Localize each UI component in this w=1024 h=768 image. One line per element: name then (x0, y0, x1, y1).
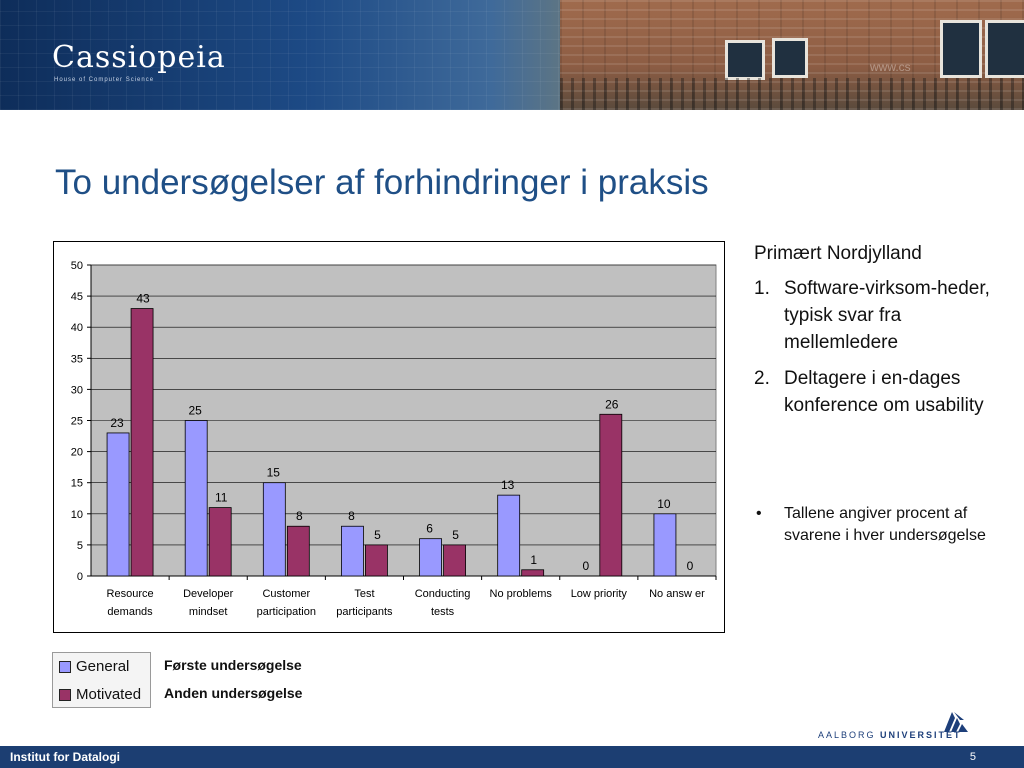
y-tick-label: 5 (77, 540, 83, 552)
bar-chart-svg: 051015202530354045502343Resourcedemands2… (71, 260, 717, 618)
x-category-label: Low priority (571, 588, 628, 600)
survey-list: 1. Software-virksom-heder, typisk svar f… (754, 275, 1004, 419)
data-label: 11 (215, 491, 228, 505)
data-label: 6 (426, 522, 433, 536)
list-number: 2. (754, 368, 770, 389)
list-text: Deltagere i en-dages konference om usabi… (784, 368, 984, 416)
data-label: 13 (501, 478, 515, 492)
data-label: 8 (296, 509, 303, 523)
bar-general (262, 482, 286, 577)
page-number: 5 (969, 751, 976, 763)
y-tick-label: 20 (71, 447, 83, 459)
aau-name-part1: AALBORG (818, 730, 876, 740)
survey-list-item: 1. Software-virksom-heder, typisk svar f… (754, 275, 1004, 356)
data-label: 43 (136, 292, 150, 306)
data-label: 1 (530, 553, 537, 567)
bar-motivated (286, 525, 310, 577)
legend-description-first: Første undersøgelse (164, 657, 302, 673)
data-label: 25 (189, 404, 203, 418)
banner-window (985, 20, 1024, 78)
cassiopeia-logo-subtitle: House of Computer Science (54, 77, 155, 83)
y-tick-label: 25 (71, 416, 83, 428)
banner-tile-texture (0, 0, 560, 110)
side-notes: Primært Nordjylland 1. Software-virksom-… (754, 240, 1004, 428)
legend-label-general: General (76, 658, 130, 675)
data-label: 23 (110, 416, 124, 430)
x-category-label: mindset (189, 606, 228, 618)
x-category-label: Resource (107, 588, 154, 600)
legend-item-general: General (59, 658, 129, 675)
y-tick-label: 40 (71, 322, 83, 334)
data-label: 15 (267, 466, 281, 480)
banner-window (940, 20, 982, 78)
banner-url-watermark: www.cs (870, 60, 911, 74)
data-label: 26 (605, 397, 619, 411)
x-category-label: demands (107, 606, 153, 618)
data-label: 10 (657, 497, 671, 511)
bar-motivated (208, 507, 232, 577)
legend-item-motivated: Motivated (59, 686, 141, 703)
data-label: 0 (687, 559, 694, 573)
x-category-label: Test (354, 588, 374, 600)
footer-institute: Institut for Datalogi (10, 750, 120, 764)
x-category-label: participation (257, 606, 316, 618)
survey-list-item: 2. Deltagere i en-dages konference om us… (754, 365, 1004, 419)
legend-label-motivated: Motivated (76, 686, 142, 703)
y-tick-label: 0 (77, 571, 83, 583)
x-category-label: Customer (262, 588, 310, 600)
list-text: Software-virksom-heder, typisk svar fra … (784, 278, 990, 353)
bar-general (419, 538, 442, 577)
footer-bar: Institut for Datalogi 5 (0, 746, 1024, 768)
bar-motivated (365, 544, 388, 577)
bar-general (653, 513, 677, 577)
legend-description-second: Anden undersøgelse (164, 685, 303, 701)
bar-general (341, 525, 364, 577)
cassiopeia-logo: Cassiopeia (52, 40, 226, 75)
legend-swatch-motivated (59, 688, 71, 701)
bar-motivated (521, 569, 545, 577)
y-tick-label: 45 (71, 291, 83, 303)
bar-motivated (130, 308, 154, 577)
bullet-dot-icon: • (756, 505, 762, 522)
aau-name-part2: UNIVERSITET (880, 730, 962, 740)
data-label: 8 (348, 509, 355, 523)
x-category-label: tests (431, 606, 455, 618)
data-label: 0 (582, 559, 589, 573)
data-label: 5 (374, 528, 381, 542)
bullet-text: Tallene angiver procent af svarene i hve… (784, 505, 986, 544)
bar-motivated (443, 544, 466, 577)
y-tick-label: 10 (71, 509, 83, 521)
aau-logo-icon (944, 712, 968, 732)
bar-general (106, 432, 130, 577)
list-number: 1. (754, 278, 770, 299)
banner-window (725, 40, 765, 80)
data-label: 5 (452, 528, 459, 542)
x-category-label: Developer (183, 588, 233, 600)
bar-general (184, 420, 208, 577)
y-tick-label: 35 (71, 353, 83, 365)
y-tick-label: 30 (71, 384, 83, 396)
x-category-label: No problems (490, 588, 553, 600)
bar-motivated (599, 413, 623, 577)
chart-legend: General Motivated (52, 652, 151, 708)
side-intro: Primært Nordjylland (754, 243, 922, 264)
slide-title: To undersøgelser af forhindringer i prak… (55, 163, 709, 202)
y-tick-label: 50 (71, 260, 83, 272)
y-tick-label: 15 (71, 478, 83, 490)
header-banner: Cassiopeia House of Computer Science www… (0, 0, 1024, 110)
bar-chart: 0 5 10 15 20 25 30 35 40 45 50 23 43 Resource demands 2… (53, 241, 725, 633)
banner-window (772, 38, 808, 78)
x-category-label: No answ er (649, 588, 705, 600)
banner-bicycles (560, 78, 1024, 110)
bar-general (497, 494, 521, 577)
legend-swatch-general (59, 660, 71, 673)
x-category-label: Conducting (415, 588, 471, 600)
aau-logo-text: AALBORG UNIVERSITET (818, 730, 962, 740)
x-category-label: participants (336, 606, 393, 618)
